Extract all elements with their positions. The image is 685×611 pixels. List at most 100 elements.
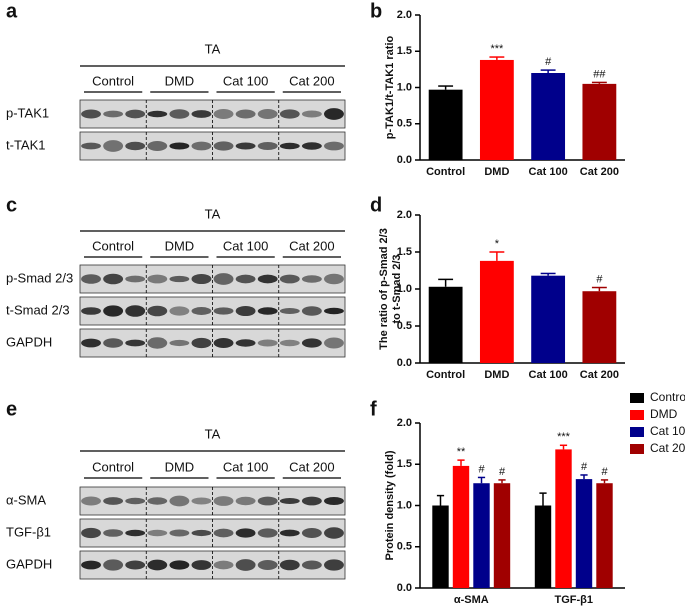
blot-band [169,560,190,570]
blot-band [147,529,168,537]
bar [555,449,572,588]
blot-band [235,559,256,571]
blot-band [191,273,212,285]
significance-label: # [499,466,506,478]
blot-band [147,497,168,505]
blot-band [147,559,168,571]
legend-label: Control [650,390,685,404]
y-tick-label: 0.5 [397,541,412,553]
bar [428,286,463,363]
y-axis-label: Protein density (fold) [384,450,396,560]
bar [493,483,511,588]
blot-band [191,560,212,570]
y-tick-label: 0.0 [397,154,412,166]
blot-band [301,528,322,538]
blot-band [257,528,278,538]
blot-band [213,307,234,315]
blot-band [81,527,101,539]
y-tick-label: 2.0 [397,9,412,21]
blot-band [324,141,344,151]
bar [531,73,566,160]
blot-band [324,559,344,571]
blot-band [301,142,322,150]
blot-band [191,497,212,505]
panel-letter: b [370,0,382,22]
blot-strip [79,296,346,326]
blot-band [147,110,168,118]
blot-band [235,142,256,150]
x-tick-label: Control [426,166,465,178]
y-tick-label: 1.0 [397,81,412,93]
blot-row-label: TGF-β1 [6,524,51,539]
panel-letter: f [370,398,377,420]
blot-band [213,560,234,570]
blot-row-label: GAPDH [6,334,52,349]
blot-group-label: DMD [165,238,195,253]
blot-band [103,529,124,537]
blot-band [125,529,146,537]
blot-band [103,338,124,348]
panel-letter: e [6,398,17,420]
blot-band [169,339,190,347]
panel-letter: d [370,194,382,216]
blot-band [279,497,300,505]
legend-swatch [630,393,644,403]
blot-band [324,337,344,349]
blot-band [103,497,124,505]
blot-band [169,529,190,537]
legend-label: Cat 100 [650,424,685,438]
blot-group-label: Control [92,73,134,88]
blot-band [235,305,256,317]
blot-row-label: t-TAK1 [6,137,46,152]
x-tick-label: DMD [484,166,509,178]
y-tick-label: 0.0 [397,357,412,369]
significance-label: * [495,238,500,250]
significance-label: # [478,463,485,475]
bar [479,59,514,161]
blot-band [279,142,300,150]
bar [479,260,514,363]
blot-band [81,307,101,315]
significance-label: # [581,461,588,473]
blot-band [169,275,190,283]
blot-band [257,560,278,570]
blot-band [213,141,234,151]
blot-band [279,559,300,571]
legend-swatch [630,444,644,454]
blot-band [235,274,256,284]
bar [534,505,552,588]
blot-row-label: p-TAK1 [6,105,49,120]
legend-label: Cat 200 [650,441,685,455]
blot-group-label: Cat 200 [289,459,335,474]
blot-band [81,496,101,506]
blot-group-label: DMD [165,73,195,88]
x-tick-label: Cat 100 [529,166,568,178]
blot-band [125,141,146,151]
blot-band [125,339,146,347]
blot-band [125,497,146,505]
blot-band [235,339,256,347]
blot-group-label: Cat 200 [289,238,335,253]
y-tick-label: 1.5 [397,45,412,57]
blot-band [235,528,256,538]
blot-band [81,109,101,119]
blot-strip [79,99,346,129]
blot-band [147,140,168,152]
blot-band [103,140,124,152]
blot-group-label: Cat 200 [289,73,335,88]
blot-band [125,305,146,317]
blot-band [103,559,124,571]
bar [582,83,617,160]
x-tick-label: TGF-β1 [555,594,594,606]
blot-band [279,307,300,315]
blot-band [147,337,168,349]
blot-band [257,141,278,151]
blot-band [257,108,278,120]
blot-band [301,275,322,283]
blot-band [81,142,101,150]
blot-band [103,305,124,317]
blot-band [191,141,212,151]
y-tick-label: 2.0 [397,209,412,221]
blot-band [301,560,322,570]
y-tick-label: 2.0 [397,417,412,429]
